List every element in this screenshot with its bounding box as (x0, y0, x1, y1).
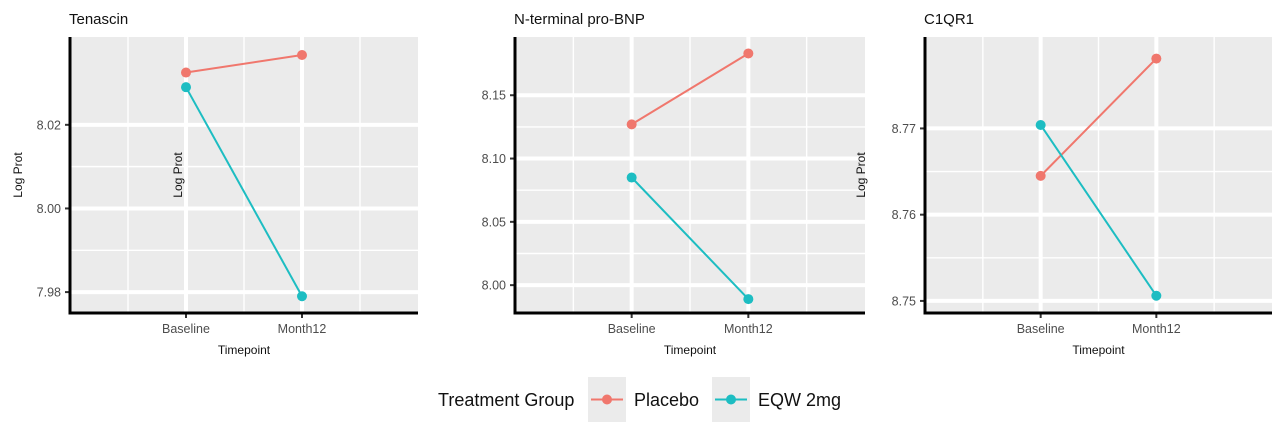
data-point (1035, 119, 1046, 130)
y-axis-title: Log Prot (854, 152, 868, 198)
data-point (297, 291, 307, 302)
y-axis-title: Log Prot (171, 152, 185, 198)
series-line (185, 86, 303, 297)
x-tick-label: Baseline (608, 322, 656, 336)
legend-label: Placebo (634, 390, 699, 410)
y-tick-label: 8.10 (482, 152, 506, 166)
series-line (631, 52, 749, 126)
legend: Treatment Group Placebo EQW 2mg (438, 377, 841, 422)
panel-title: C1QR1 (924, 11, 974, 28)
y-tick-label: 7.98 (37, 286, 61, 300)
data-point (626, 172, 637, 183)
x-axis-title: Timepoint (664, 343, 717, 357)
legend-label: EQW 2mg (758, 390, 841, 410)
legend-title: Treatment Group (438, 390, 574, 410)
x-tick-label: Month12 (724, 322, 773, 336)
series-line (1039, 57, 1158, 177)
y-tick-label: 8.76 (892, 208, 916, 222)
y-tick-label: 8.05 (482, 215, 506, 229)
data-point (1151, 290, 1162, 301)
x-tick-label: Month12 (1132, 322, 1181, 336)
legend-key-point (602, 394, 612, 405)
panel-title: Tenascin (69, 11, 128, 28)
y-tick-label: 8.77 (892, 122, 916, 136)
x-tick-label: Baseline (1017, 322, 1065, 336)
chart-panel-3: 8.75 8.76 8.77 Baseline Month12 C1QR1 Timepoin… (854, 11, 1272, 357)
data-point (1151, 53, 1162, 64)
data-point (626, 119, 637, 130)
x-tick-label: Baseline (162, 322, 210, 336)
chart-panel-1: 7.98 8.00 8.02 Baseline Month12 Tenascin Timep… (11, 11, 418, 357)
data-point (297, 49, 307, 60)
y-tick-label: 8.15 (482, 89, 506, 103)
y-axis-title: Log Prot (11, 152, 25, 198)
y-tick-label: 8.02 (37, 118, 61, 132)
x-tick-label: Month12 (278, 322, 327, 336)
data-point (1035, 170, 1046, 181)
series-line (185, 53, 303, 74)
data-point (181, 67, 191, 78)
chart-panel-2: 8.00 8.05 8.10 8.15 Baseline Month12 N-termina… (171, 11, 865, 357)
panel-title: N-terminal pro-BNP (514, 11, 645, 28)
series-line (630, 176, 750, 300)
y-tick-label: 8.75 (892, 294, 916, 308)
legend-key-point (726, 394, 736, 405)
data-point (181, 82, 191, 93)
legend-key-2 (712, 377, 750, 422)
x-axis-title: Timepoint (218, 343, 271, 357)
legend-key-1 (588, 377, 626, 422)
data-point (743, 48, 754, 59)
series-line (1039, 124, 1158, 297)
y-tick-label: 8.00 (37, 202, 61, 216)
y-tick-label: 8.00 (482, 279, 506, 293)
data-point (743, 294, 754, 305)
x-axis-title: Timepoint (1072, 343, 1125, 357)
